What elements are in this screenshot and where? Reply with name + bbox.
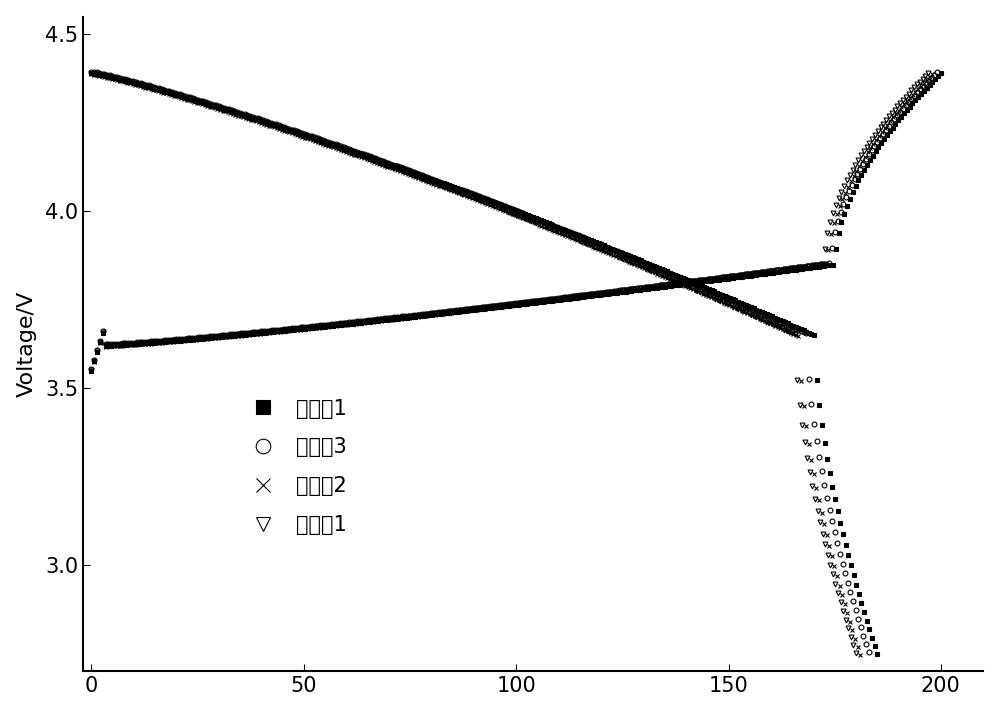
实施例1 [748,304,760,313]
Y-axis label: Voltage/V: Voltage/V [17,291,37,397]
Line: 对比例2: 对比例2 [89,72,863,657]
对比例2 [541,223,553,232]
对比例1 [778,325,790,334]
实施例1 [551,222,563,231]
对比例3 [863,647,875,656]
实施例1 [566,229,578,237]
对比例3 [85,67,97,76]
实施例1 [553,223,565,232]
对比例1 [730,304,742,312]
对比例2 [854,650,866,659]
对比例1 [85,68,97,77]
对比例2 [782,327,794,336]
Line: 对比例1: 对比例1 [89,70,858,655]
对比例3 [548,222,560,230]
实施例1 [85,69,97,78]
对比例3 [561,227,573,235]
对比例2 [543,225,555,233]
对比例3 [546,220,558,229]
对比例3 [790,324,802,333]
实施例1 [798,326,810,334]
对比例2 [85,70,97,78]
对比例1 [850,649,862,657]
Line: 实施例1: 实施例1 [89,71,880,656]
对比例2 [733,305,745,314]
对比例3 [741,302,753,311]
实施例1 [88,69,100,78]
对比例2 [88,71,100,79]
对比例1 [541,222,553,231]
对比例3 [88,68,100,76]
实施例1 [871,650,883,658]
Legend: 实施例1, 对比例3, 对比例2, 对比例1: 实施例1, 对比例3, 对比例2, 对比例1 [246,390,356,543]
Line: 对比例3: 对比例3 [89,69,871,655]
对比例2 [556,230,568,238]
对比例1 [538,222,550,230]
对比例1 [88,68,100,77]
对比例1 [553,228,565,237]
